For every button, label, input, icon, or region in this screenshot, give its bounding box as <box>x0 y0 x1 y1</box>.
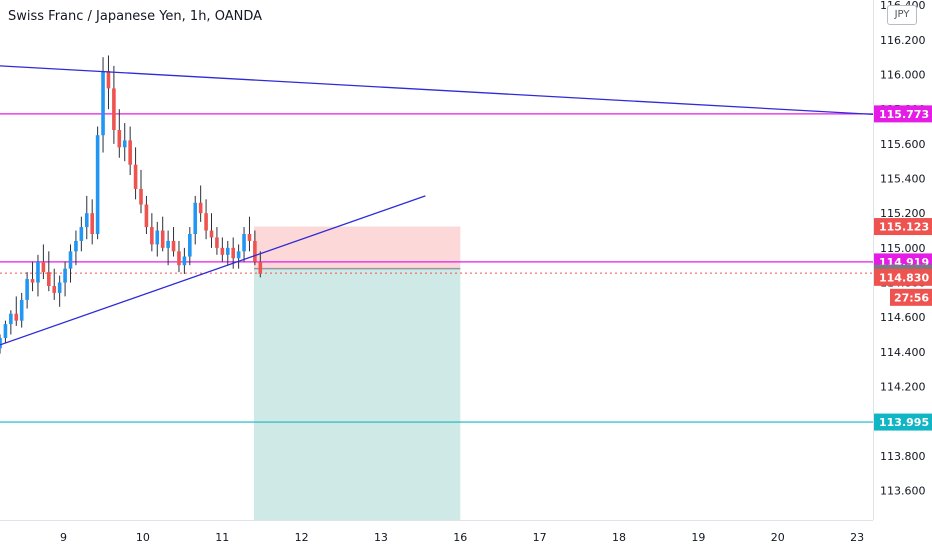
trend-lines <box>0 65 874 346</box>
price-tick-label: 115.400 <box>880 173 926 186</box>
time-tick-label: 20 <box>771 531 785 544</box>
candle-body <box>247 234 252 241</box>
candle-body <box>215 237 219 248</box>
price-tick-label: 114.200 <box>880 381 926 394</box>
price-label: 115.123 <box>879 221 929 234</box>
candle-body <box>0 338 2 349</box>
price-tick-label: 114.400 <box>880 346 926 359</box>
time-tick-label: 17 <box>533 531 547 544</box>
candle-body <box>14 313 19 321</box>
horizontal-levels <box>0 113 873 423</box>
time-tick-label: 9 <box>60 531 67 544</box>
price-axis[interactable]: 116.400116.200116.000115.800115.600115.4… <box>880 0 926 498</box>
candle-body <box>112 88 116 130</box>
time-tick-label: 11 <box>215 531 229 544</box>
price-tick-label: 114.600 <box>880 311 926 324</box>
candle-body <box>171 240 176 252</box>
price-tick-label: 116.000 <box>880 69 926 82</box>
candle-body <box>166 240 170 248</box>
countdown-label: 27:56 <box>894 291 929 304</box>
time-tick-label: 18 <box>612 531 626 544</box>
time-axis[interactable]: 9 10 11 12 13 16 17 18 19 20 23 <box>60 531 864 544</box>
candle-body <box>231 247 235 259</box>
candle-body <box>19 299 24 321</box>
price-tick-label: 115.200 <box>880 207 926 220</box>
time-tick-label: 23 <box>850 531 864 544</box>
time-tick-label: 16 <box>453 531 467 544</box>
candle-body <box>41 261 46 273</box>
candle-body <box>253 240 257 262</box>
level-price-label-bg <box>874 105 932 123</box>
candle-body <box>155 230 160 245</box>
price-labels: 115.773114.919113.995115.123114.854114.8… <box>874 105 932 431</box>
candle-body <box>177 251 181 266</box>
candle-body <box>209 230 214 238</box>
time-tick-label: 12 <box>295 531 309 544</box>
candle-body <box>139 188 143 205</box>
trend-line <box>0 195 426 346</box>
trend-line <box>0 65 874 116</box>
candle-body <box>122 140 127 148</box>
candle-body <box>128 140 132 165</box>
candle-body <box>101 71 105 136</box>
price-tick-label: 115.600 <box>880 138 926 151</box>
candle-body <box>79 227 84 241</box>
candle-body <box>57 282 62 293</box>
price-label: 114.830 <box>879 271 929 284</box>
candle-body <box>133 164 138 189</box>
candle-body <box>9 313 13 325</box>
candle-body <box>25 279 29 300</box>
candle-body <box>236 251 241 259</box>
price-tick-label: 113.600 <box>880 485 926 498</box>
price-label-bg <box>874 218 932 236</box>
candle-body <box>193 202 198 234</box>
candle-body <box>30 279 35 283</box>
candle-body <box>117 130 122 148</box>
take-profit-zone <box>253 268 461 520</box>
candle-body <box>144 204 149 228</box>
candle-body <box>95 135 100 234</box>
candle-body <box>52 286 57 293</box>
candle-body <box>182 256 187 266</box>
level-price-label: 115.773 <box>879 108 929 121</box>
candle-body <box>188 234 192 257</box>
level-price-label: 113.995 <box>879 416 929 429</box>
candle-body <box>3 324 8 338</box>
candlesticks <box>0 55 263 354</box>
chart-title: Swiss Franc / Japanese Yen, 1h, OANDA <box>8 9 262 24</box>
price-tick-label: 113.800 <box>880 450 926 463</box>
candle-body <box>150 227 154 245</box>
time-tick-label: 19 <box>691 531 705 544</box>
candle-body <box>258 261 263 274</box>
price-tick-label: 115.000 <box>880 242 926 255</box>
candle-body <box>160 230 165 248</box>
price-tick-label: 116.200 <box>880 34 926 47</box>
candle-body <box>204 213 208 231</box>
candle-body <box>198 202 203 214</box>
time-tick-label: 10 <box>136 531 150 544</box>
candle-body <box>36 261 40 283</box>
candle-body <box>225 247 230 255</box>
candle-body <box>74 240 78 252</box>
level-price-label-bg <box>874 413 932 431</box>
candle-body <box>63 268 67 283</box>
candle-body <box>220 247 225 255</box>
currency-button[interactable]: JPY <box>887 5 917 25</box>
time-tick-label: 13 <box>374 531 388 544</box>
candle-body <box>106 71 111 89</box>
candle-body <box>68 251 73 269</box>
countdown-bg <box>890 288 932 306</box>
candle-body <box>242 234 246 252</box>
price-label-bg <box>874 268 932 286</box>
position-zones <box>253 226 461 520</box>
candle-body <box>47 272 51 286</box>
candle-body <box>90 213 94 234</box>
candle-body <box>84 213 89 228</box>
